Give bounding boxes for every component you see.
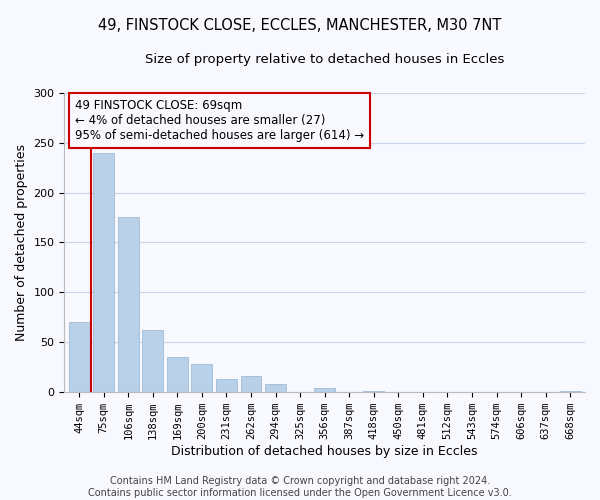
Bar	[560, 390, 581, 392]
Y-axis label: Number of detached properties: Number of detached properties	[15, 144, 28, 341]
Bar	[167, 357, 188, 392]
Bar	[191, 364, 212, 392]
Text: 49 FINSTOCK CLOSE: 69sqm
← 4% of detached houses are smaller (27)
95% of semi-de: 49 FINSTOCK CLOSE: 69sqm ← 4% of detache…	[75, 99, 364, 142]
Bar	[265, 384, 286, 392]
Bar	[364, 390, 384, 392]
Bar	[118, 218, 139, 392]
Text: Contains HM Land Registry data © Crown copyright and database right 2024.
Contai: Contains HM Land Registry data © Crown c…	[88, 476, 512, 498]
Bar	[69, 322, 89, 392]
Bar	[142, 330, 163, 392]
Bar	[93, 153, 114, 392]
Bar	[314, 388, 335, 392]
Title: Size of property relative to detached houses in Eccles: Size of property relative to detached ho…	[145, 52, 505, 66]
Bar	[241, 376, 262, 392]
Bar	[216, 379, 237, 392]
X-axis label: Distribution of detached houses by size in Eccles: Distribution of detached houses by size …	[172, 444, 478, 458]
Text: 49, FINSTOCK CLOSE, ECCLES, MANCHESTER, M30 7NT: 49, FINSTOCK CLOSE, ECCLES, MANCHESTER, …	[98, 18, 502, 32]
